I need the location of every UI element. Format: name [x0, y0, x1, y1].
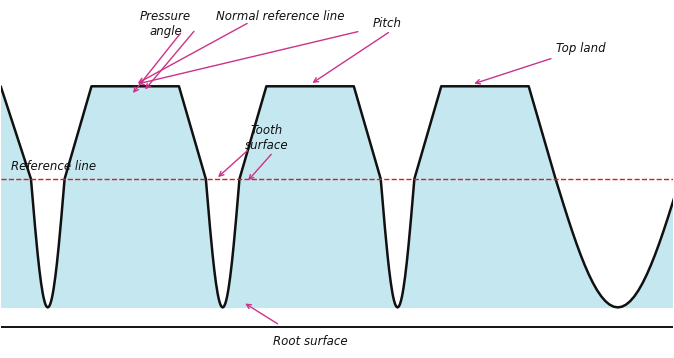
Text: Pressure
angle: Pressure angle	[140, 10, 191, 38]
Text: Root surface: Root surface	[273, 335, 347, 348]
Text: Normal reference line: Normal reference line	[216, 10, 344, 23]
Polygon shape	[1, 86, 674, 308]
Text: Top land: Top land	[555, 42, 605, 55]
Text: Reference line: Reference line	[11, 160, 96, 173]
Text: Tooth
surface: Tooth surface	[245, 124, 288, 152]
Text: Pitch: Pitch	[373, 18, 402, 30]
